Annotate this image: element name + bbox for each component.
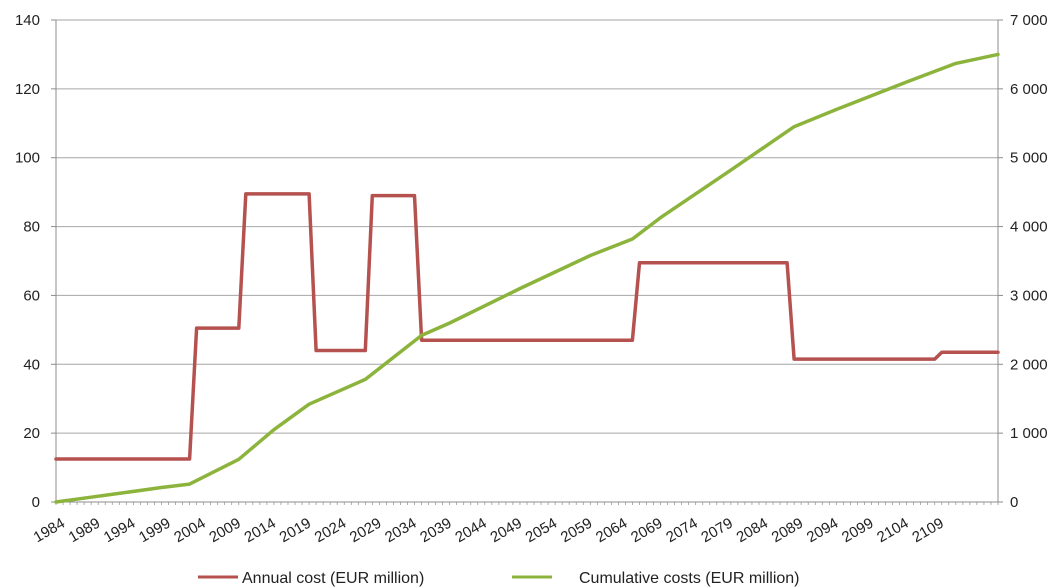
x-tick-label: 2104 [874, 515, 911, 546]
x-tick-label: 2009 [206, 515, 243, 546]
legend-label-annual-cost: Annual cost (EUR million) [242, 570, 424, 587]
x-tick-label: 2039 [417, 515, 454, 546]
x-tick-label: 2074 [663, 515, 700, 546]
x-tick-label: 2054 [523, 515, 560, 546]
x-tick-label: 2089 [769, 515, 806, 546]
left-y-tick-label: 140 [15, 12, 40, 29]
series-line-cumulative-costs [54, 52, 1000, 504]
series-line-annual-cost [54, 192, 1000, 461]
right-y-tick-label: 0 [1010, 494, 1018, 511]
right-y-tick-label: 3 000 [1010, 287, 1048, 304]
gridlines [56, 19, 998, 434]
x-tick-label: 2014 [241, 515, 278, 546]
x-tick-label: 1989 [66, 515, 103, 546]
legend: Annual cost (EUR million) Cumulative cos… [198, 570, 800, 587]
x-tick-label: 2029 [347, 515, 384, 546]
x-tick-label: 1994 [101, 515, 138, 546]
x-tick-label: 2069 [628, 515, 665, 546]
x-tick-label: 2049 [488, 515, 525, 546]
right-y-tick-label: 7 000 [1010, 12, 1048, 29]
x-tick-label: 1984 [31, 515, 68, 546]
x-tick-label: 2059 [558, 515, 595, 546]
left-y-tick-label: 40 [23, 356, 40, 373]
series-lines [54, 52, 1000, 504]
x-tick-label: 2004 [171, 515, 208, 546]
x-tick-label: 2024 [312, 515, 349, 546]
x-tick-label: 2079 [698, 515, 735, 546]
axes [55, 20, 999, 503]
x-axis-ticks: 1984198919941999200420092014201920242029… [31, 502, 999, 546]
legend-label-cumulative-costs: Cumulative costs (EUR million) [579, 570, 800, 587]
right-y-tick-label: 6 000 [1010, 81, 1048, 98]
x-tick-label: 2019 [277, 515, 314, 546]
x-tick-label: 2084 [734, 515, 771, 546]
right-y-tick-label: 4 000 [1010, 219, 1048, 236]
x-tick-label: 2064 [593, 515, 630, 546]
x-tick-label: 2034 [382, 515, 419, 546]
right-y-tick-label: 1 000 [1010, 425, 1048, 442]
x-tick-label: 2044 [452, 515, 489, 546]
right-y-tick-label: 2 000 [1010, 356, 1048, 373]
left-y-tick-label: 20 [23, 425, 40, 442]
right-y-tick-label: 5 000 [1010, 150, 1048, 167]
left-y-tick-label: 80 [23, 219, 40, 236]
left-y-tick-label: 0 [32, 494, 40, 511]
left-y-tick-label: 100 [15, 150, 40, 167]
x-tick-label: 2109 [909, 515, 946, 546]
right-y-axis-ticks: 0 1 000 2 000 3 000 4 000 5 000 6 000 7 000 [998, 12, 1048, 511]
x-tick-label: 2099 [839, 515, 876, 546]
x-tick-label: 1999 [136, 515, 173, 546]
x-tick-label: 2094 [804, 515, 841, 546]
left-y-tick-label: 60 [23, 287, 40, 304]
left-y-tick-label: 120 [15, 81, 40, 98]
left-y-axis-ticks: 0 20 40 60 80 100 120 140 [15, 12, 56, 511]
